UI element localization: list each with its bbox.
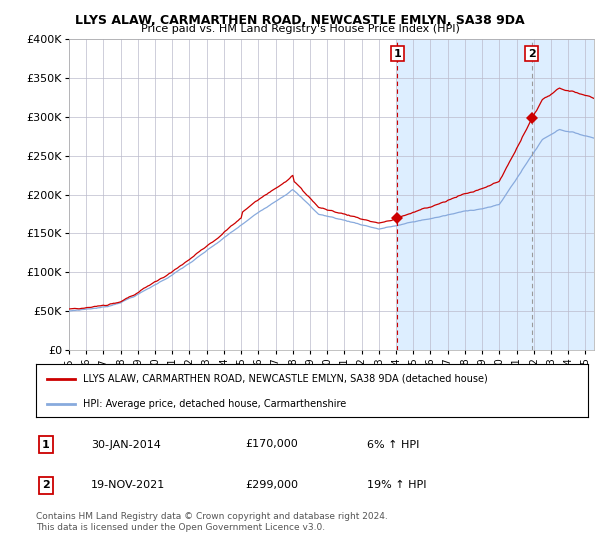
Text: 19-NOV-2021: 19-NOV-2021 [91, 480, 166, 491]
Text: £299,000: £299,000 [246, 480, 299, 491]
Text: 30-JAN-2014: 30-JAN-2014 [91, 440, 161, 450]
Text: Contains HM Land Registry data © Crown copyright and database right 2024.
This d: Contains HM Land Registry data © Crown c… [36, 512, 388, 532]
Text: 1: 1 [42, 440, 50, 450]
Text: LLYS ALAW, CARMARTHEN ROAD, NEWCASTLE EMLYN, SA38 9DA (detached house): LLYS ALAW, CARMARTHEN ROAD, NEWCASTLE EM… [83, 374, 488, 384]
Text: 19% ↑ HPI: 19% ↑ HPI [367, 480, 427, 491]
Text: 2: 2 [528, 49, 536, 59]
Text: HPI: Average price, detached house, Carmarthenshire: HPI: Average price, detached house, Carm… [83, 399, 346, 409]
Bar [397, 39, 594, 350]
Text: 2: 2 [42, 480, 50, 491]
Text: 1: 1 [394, 49, 401, 59]
Text: 6% ↑ HPI: 6% ↑ HPI [367, 440, 419, 450]
Text: LLYS ALAW, CARMARTHEN ROAD, NEWCASTLE EMLYN, SA38 9DA: LLYS ALAW, CARMARTHEN ROAD, NEWCASTLE EM… [75, 14, 525, 27]
Text: £170,000: £170,000 [246, 440, 299, 450]
Text: Price paid vs. HM Land Registry's House Price Index (HPI): Price paid vs. HM Land Registry's House … [140, 24, 460, 34]
